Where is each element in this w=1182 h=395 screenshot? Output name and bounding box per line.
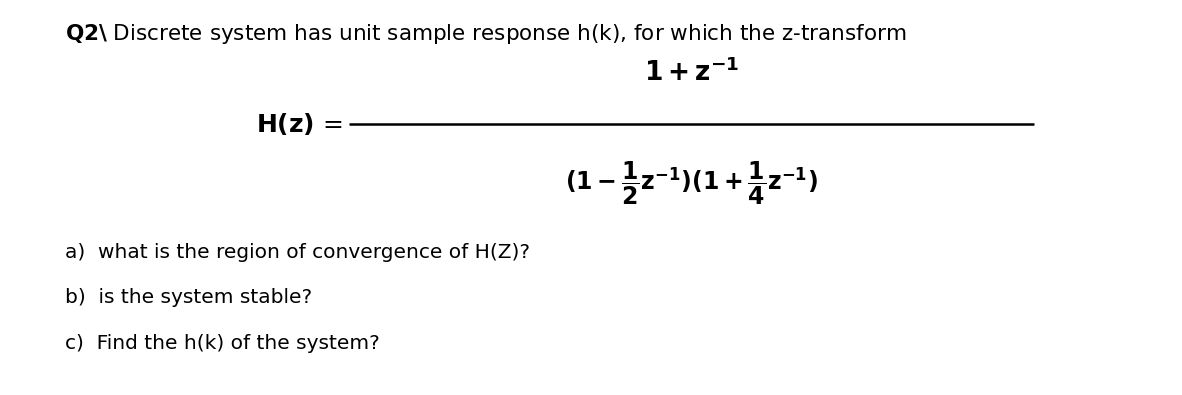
Text: c)  Find the h(k) of the system?: c) Find the h(k) of the system? [65, 334, 379, 353]
Text: a)  what is the region of convergence of H(Z)?: a) what is the region of convergence of … [65, 243, 530, 262]
Text: $\mathbf{(1 - \dfrac{1}{2}z^{-1})(1 + \dfrac{1}{4}z^{-1})}$: $\mathbf{(1 - \dfrac{1}{2}z^{-1})(1 + \d… [565, 160, 818, 207]
Text: $\mathbf{Q2\backslash}$ Discrete system has unit sample response h(k), for which: $\mathbf{Q2\backslash}$ Discrete system … [65, 22, 907, 46]
Text: $\mathbf{H(z)}$ =: $\mathbf{H(z)}$ = [256, 111, 343, 137]
Text: $\mathbf{1 + z^{-1}}$: $\mathbf{1 + z^{-1}}$ [644, 59, 739, 87]
Text: b)  is the system stable?: b) is the system stable? [65, 288, 312, 307]
